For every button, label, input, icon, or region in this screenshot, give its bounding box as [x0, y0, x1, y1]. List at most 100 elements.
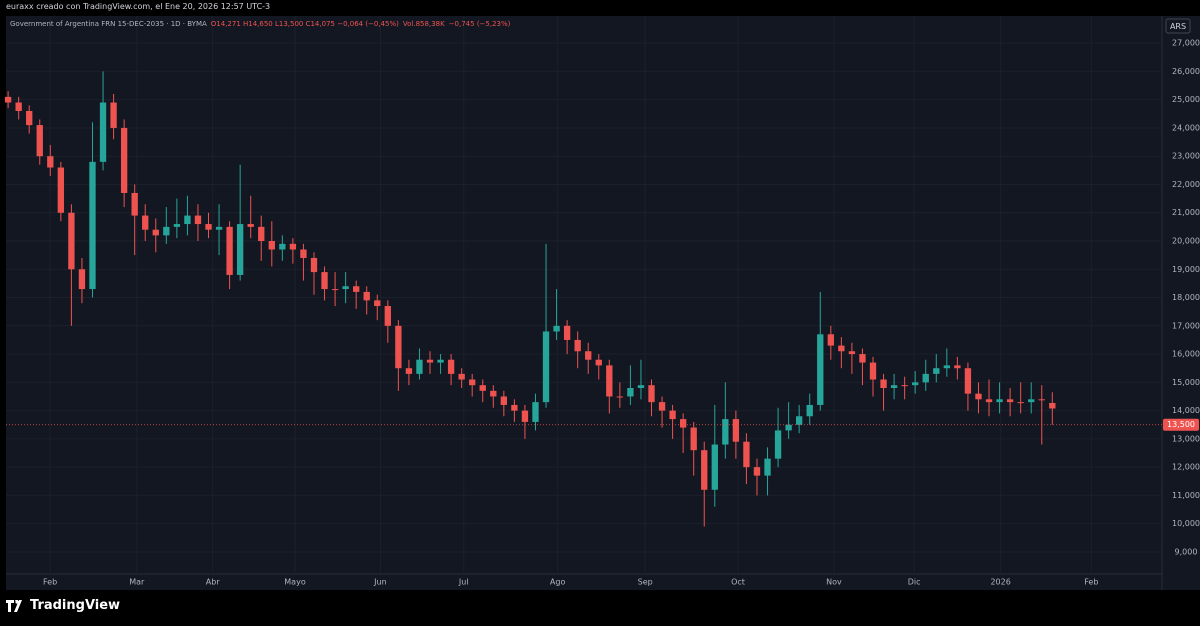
candle-body: [405, 368, 413, 374]
candle-body: [511, 404, 518, 411]
candle-body: [985, 399, 993, 403]
candle-body: [964, 368, 972, 394]
candle-body: [310, 257, 318, 273]
candle-body: [616, 396, 624, 398]
candle-body: [247, 224, 254, 227]
candle-body: [500, 396, 508, 405]
candle-body: [954, 365, 961, 369]
candle-body: [215, 226, 223, 230]
candle-body: [300, 249, 307, 258]
candle-body: [142, 215, 149, 230]
candle-body: [268, 241, 275, 250]
x-tick-label: Jul: [458, 578, 469, 587]
candle-body: [226, 226, 233, 275]
chart-panel: [6, 16, 1200, 590]
candle-body: [321, 272, 328, 290]
candle-body: [15, 102, 22, 111]
candle-body: [289, 243, 297, 250]
candle-body: [152, 229, 159, 236]
symbol-title: Government of Argentina FRN 15-DEC-2035 …: [10, 20, 207, 28]
candle-body: [764, 458, 771, 476]
y-tick-label: 9,000: [1175, 547, 1198, 556]
candle-body: [922, 373, 929, 383]
candle-body: [606, 365, 613, 397]
y-tick-label: 14,000: [1172, 406, 1200, 415]
y-tick-label: 20,000: [1172, 237, 1200, 246]
candle-body: [933, 368, 940, 374]
candle-body: [585, 351, 592, 360]
candle-body: [163, 226, 170, 236]
candle-body: [711, 444, 718, 490]
candle-body: [669, 410, 676, 420]
candle-body: [574, 339, 581, 352]
y-tick-label: 22,000: [1172, 180, 1200, 189]
currency-box: [1165, 18, 1191, 34]
candle-body: [1038, 399, 1045, 401]
candle-body: [374, 300, 381, 307]
candle-body: [479, 385, 486, 391]
currency: ARS: [1170, 22, 1186, 31]
x-tick-label: Abr: [206, 578, 221, 587]
candle-body: [648, 385, 655, 403]
candle-body: [78, 269, 86, 290]
candle-body: [194, 215, 202, 225]
y-tick-label: 27,000: [1172, 39, 1200, 48]
y-tick-label: 15,000: [1172, 378, 1200, 387]
candle-body: [1006, 399, 1014, 403]
candle-body: [173, 224, 181, 227]
candle-body: [943, 365, 950, 369]
logo: [6, 599, 22, 612]
candle-body: [57, 167, 65, 213]
candle-body: [722, 419, 729, 445]
x-tick-label: Mayo: [284, 578, 306, 587]
candle-body: [416, 359, 423, 374]
candle-body: [637, 385, 645, 388]
candle-body: [553, 325, 560, 332]
y-tick-label: 25,000: [1172, 95, 1200, 104]
candle-body: [975, 393, 982, 400]
candle-body: [331, 289, 339, 291]
x-tick-label: Ago: [550, 578, 566, 587]
candle-body: [996, 399, 1003, 403]
candle-body: [912, 382, 919, 386]
candle-body: [89, 161, 96, 290]
x-tick-label: Mar: [129, 578, 145, 587]
candle-body: [363, 291, 370, 301]
candle-body: [342, 286, 349, 290]
candle-body: [120, 127, 128, 193]
candle-body: [521, 410, 529, 422]
candle-body: [859, 354, 866, 363]
candle-body: [1017, 402, 1024, 404]
legend-header: Government of Argentina FRN 15-DEC-2035 …: [10, 20, 510, 28]
y-tick-label: 17,000: [1172, 321, 1200, 330]
candle-body: [627, 388, 634, 397]
candle-body: [890, 385, 898, 388]
candle-body: [279, 243, 286, 250]
candle-body: [595, 359, 602, 366]
candle-body: [542, 331, 550, 403]
candle-body: [785, 424, 792, 431]
candle-body: [353, 286, 360, 292]
candle-body: [1049, 402, 1056, 409]
x-tick-label: Nov: [826, 578, 842, 587]
candle-body: [817, 334, 824, 405]
x-tick-label: Sep: [638, 578, 653, 587]
candle-body: [68, 212, 75, 270]
x-tick-label: Feb: [43, 578, 57, 587]
candle-body: [1028, 399, 1035, 403]
candle-body: [679, 419, 687, 428]
candle-body: [458, 373, 465, 380]
x-tick-label: 2026: [990, 578, 1010, 587]
candle-body: [901, 385, 908, 387]
x-tick-label: Jun: [373, 578, 387, 587]
y-tick-label: 23,000: [1172, 152, 1200, 161]
candle-body: [384, 306, 391, 326]
candle-body: [258, 226, 265, 242]
candle-body: [532, 402, 539, 422]
candle-body: [701, 450, 708, 490]
candle-body: [563, 325, 571, 340]
y-tick-label: 24,000: [1172, 123, 1200, 132]
x-tick-label: Oct: [731, 578, 745, 587]
